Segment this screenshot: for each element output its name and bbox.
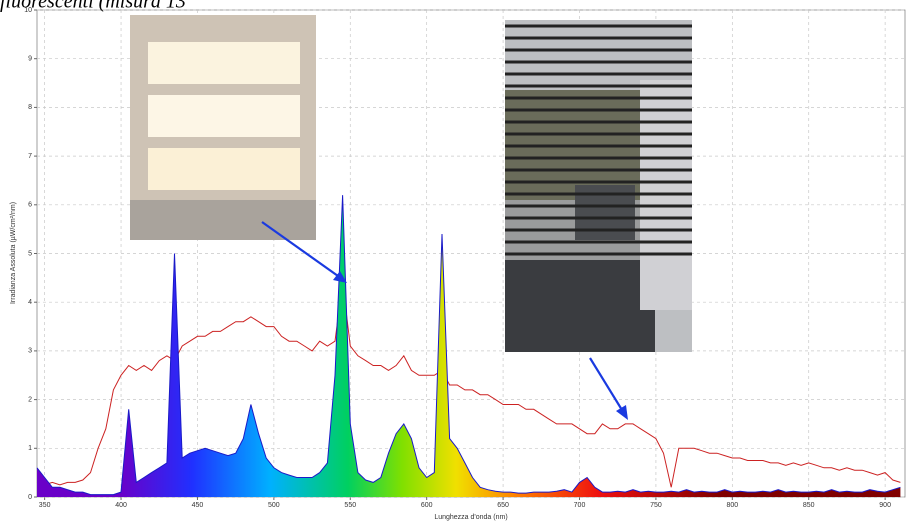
page: {"chart_data": {"type": "line", "title":…	[0, 0, 908, 522]
x-tick-label: 650	[497, 502, 509, 509]
x-tick-label: 900	[879, 502, 891, 509]
y-axis-label: Irradianza Assoluta (µW/cm²/nm)	[10, 202, 17, 304]
y-tick-label: 10	[24, 7, 32, 14]
x-tick-label: 500	[268, 502, 280, 509]
y-tick-label: 4	[28, 299, 32, 306]
y-tick-label: 3	[28, 348, 32, 355]
x-tick-label: 450	[192, 502, 204, 509]
y-tick-label: 5	[28, 250, 32, 257]
chart: fluorescenti (misura 13 Lunghezza d'onda…	[0, 0, 908, 522]
x-tick-label: 550	[344, 502, 356, 509]
photo-lamp	[130, 15, 316, 240]
x-tick-label: 400	[115, 502, 127, 509]
x-tick-label: 600	[421, 502, 433, 509]
y-tick-label: 7	[28, 153, 32, 160]
x-axis-label: Lunghezza d'onda (nm)	[434, 514, 507, 521]
photo-window	[505, 20, 692, 352]
y-tick-label: 6	[28, 202, 32, 209]
y-tick-label: 2	[28, 396, 32, 403]
y-tick-label: 0	[28, 494, 32, 501]
x-tick-label: 750	[650, 502, 662, 509]
x-tick-label: 700	[574, 502, 586, 509]
y-tick-label: 1	[28, 445, 32, 452]
y-tick-label: 9	[28, 56, 32, 63]
x-tick-label: 350	[39, 502, 51, 509]
y-tick-label: 8	[28, 104, 32, 111]
x-tick-label: 800	[726, 502, 738, 509]
x-tick-label: 850	[803, 502, 815, 509]
